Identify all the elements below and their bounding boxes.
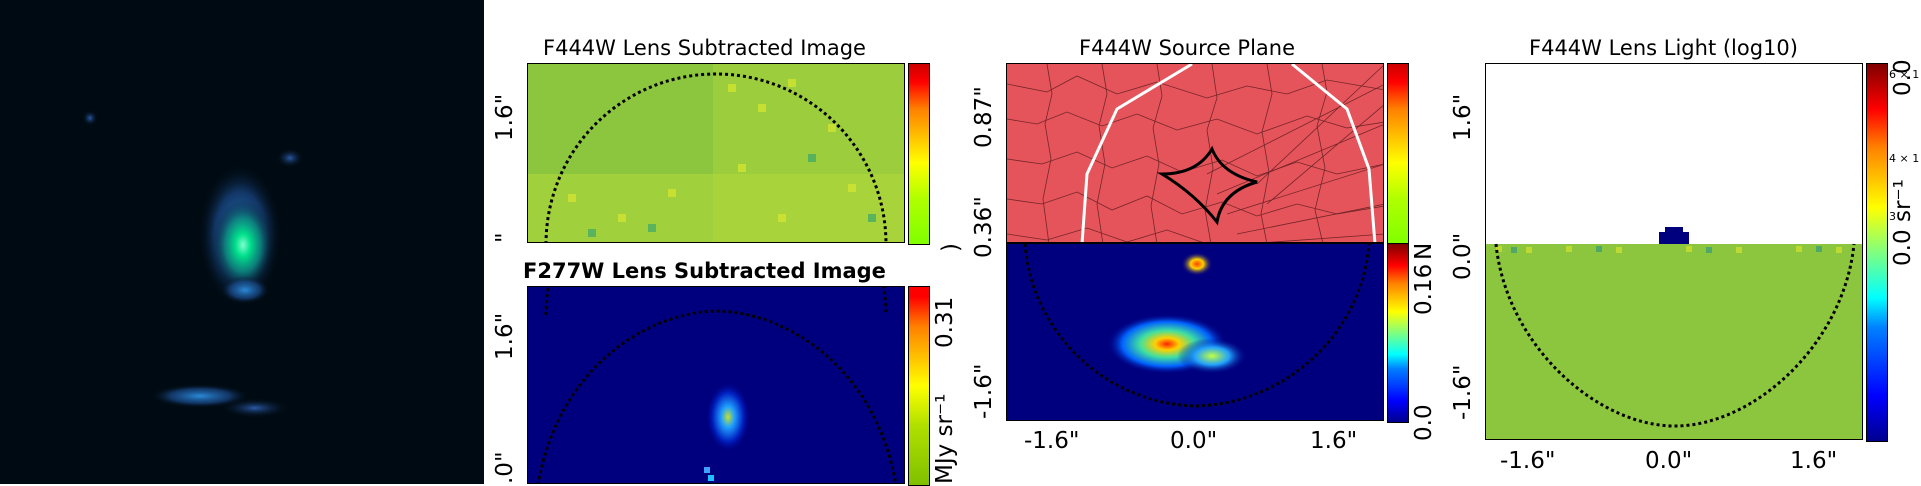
f444w-source-plane-ytick-1: 0.87": [971, 86, 997, 148]
f277w-lens-subtracted-title: F277W Lens Subtracted Image: [523, 259, 886, 283]
f444w-lens-light-xtick-2: 0.0": [1645, 448, 1693, 474]
f444w-source-plane-reconstruction: [1006, 243, 1384, 421]
f444w-lens-subtracted-colorbar: [908, 63, 930, 245]
f444w-lens-light-cbar-bottom: 0.0: [1890, 229, 1916, 266]
f277w-lens-subtracted-colorbar: [908, 286, 930, 486]
f444w-lens-subtracted-cbar-label: ): [938, 243, 964, 252]
f444w-lens-light-cbar-label: sr⁻¹: [1890, 179, 1916, 222]
f444w-lens-light-ytick-2: 0.0": [1450, 232, 1476, 280]
f444w-lens-light-cbar-small-3: 3: [1889, 210, 1896, 223]
f277w-lens-subtracted-image: [527, 286, 905, 484]
f444w-lens-light-cbar-small-2: 4 × 1: [1889, 152, 1920, 165]
f444w-lens-light-ytick-3: -1.6": [1450, 364, 1476, 420]
f444w-lens-light-ytick-1: 1.6": [1450, 93, 1476, 141]
f444w-lens-subtracted-image: [527, 63, 905, 243]
f444w-lens-light-xtick-1: -1.6": [1500, 448, 1556, 474]
f444w-source-plane-xtick-1: -1.6": [1024, 428, 1080, 454]
f444w-lens-subtracted-title: F444W Lens Subtracted Image: [543, 36, 866, 60]
f444w-source-plane-ytick-2: 0.36": [971, 196, 997, 258]
rgb-composite-image: [0, 0, 484, 484]
f444w-lens-light-title: F444W Lens Light (log10): [1529, 36, 1798, 60]
f277w-lens-subtracted-ytick-2: .0": [492, 451, 518, 484]
f444w-source-plane-ytick-3: -1.6": [971, 363, 997, 419]
f277w-lens-subtracted-ytick-1: 1.6": [492, 312, 518, 360]
f444w-source-plane-title: F444W Source Plane: [1079, 36, 1295, 60]
f444w-source-plane-colorbar: [1387, 63, 1409, 245]
f444w-lens-light-colorbar: [1866, 63, 1888, 442]
f444w-lens-light-image: [1485, 63, 1863, 440]
f277w-lens-subtracted-cbar-label: MJy sr⁻¹: [932, 393, 958, 484]
f444w-source-plane-cbar-tick-1: 0.16: [1411, 263, 1437, 315]
f444w-lens-light-cbar-small-1: 6 × 1: [1889, 68, 1920, 81]
f444w-lens-light-xtick-3: 1.6": [1790, 448, 1838, 474]
f444w-source-plane-cbar-label: N: [1411, 242, 1437, 260]
f444w-lens-subtracted-ytick-1: 1.6": [492, 93, 518, 141]
f444w-source-plane-xtick-3: 1.6": [1310, 428, 1358, 454]
f444w-source-plane-image: [1006, 63, 1384, 243]
f444w-lens-subtracted-ytick-2: ": [492, 232, 518, 243]
f277w-lens-subtracted-cbar-tick: 0.31: [932, 296, 958, 348]
f444w-source-plane-recon-colorbar: [1387, 243, 1409, 423]
f444w-source-plane-cbar-tick-2: 0.0: [1411, 404, 1437, 441]
f444w-source-plane-xtick-2: 0.0": [1170, 428, 1218, 454]
